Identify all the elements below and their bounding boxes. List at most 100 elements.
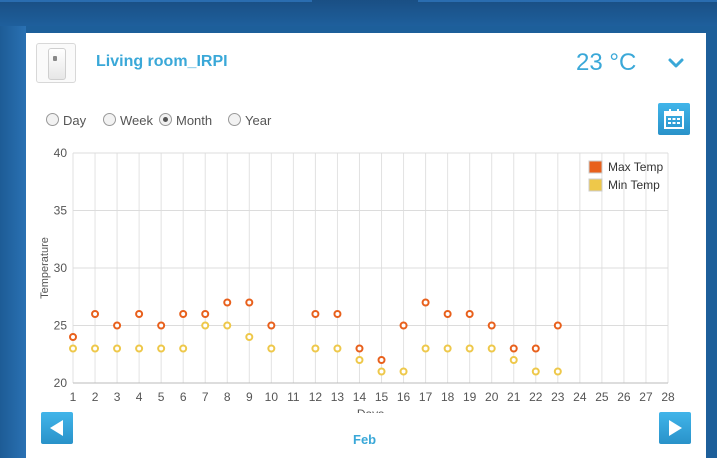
previous-month-button[interactable] (41, 412, 73, 444)
x-tick-label: 20 (485, 390, 499, 404)
x-tick-label: 2 (92, 390, 99, 404)
x-tick-label: 11 (287, 390, 300, 404)
x-tick-label: 19 (463, 390, 477, 404)
min-temp-point (333, 344, 342, 353)
max-temp-point (399, 321, 408, 330)
max-temp-point (179, 310, 188, 318)
period-week[interactable]: Week (103, 113, 153, 128)
period-month-label: Month (176, 113, 213, 128)
min-temp-point (245, 333, 254, 341)
month-label: Feb (353, 432, 377, 447)
x-tick-label: 18 (441, 390, 455, 404)
top-bar-tab-left (0, 0, 312, 2)
min-temp-point (267, 344, 276, 353)
x-tick-label: 21 (507, 390, 521, 404)
x-tick-label: 7 (202, 390, 209, 404)
max-temp-point (157, 321, 166, 330)
max-temp-point (135, 310, 144, 318)
max-temp-point (421, 298, 430, 307)
radio-month[interactable] (159, 113, 172, 126)
legend-swatch-min (588, 178, 603, 192)
min-temp-point (113, 344, 122, 353)
arrow-right-icon (669, 420, 682, 436)
legend-swatch-max (588, 160, 603, 174)
min-temp-point (553, 367, 562, 376)
max-temp-point (443, 310, 452, 318)
x-tick-label: 13 (331, 390, 345, 404)
top-bar (0, 0, 717, 26)
x-tick-label: 28 (661, 390, 675, 404)
right-strip (706, 26, 717, 458)
period-year-label: Year (245, 113, 272, 128)
y-tick-label: 35 (54, 204, 68, 218)
legend-label-max: Max Temp (608, 160, 663, 174)
x-tick-label: 8 (224, 390, 231, 404)
min-temp-point (355, 356, 364, 364)
max-temp-point (311, 310, 320, 318)
left-strip (0, 26, 26, 458)
max-temp-point (91, 310, 100, 318)
x-tick-label: 23 (551, 390, 565, 404)
max-temp-point (465, 310, 474, 318)
sensor-device-icon (36, 43, 76, 83)
device-panel: Living room_IRPI 23 °C Day Week Month Ye… (26, 33, 706, 458)
max-temp-point (113, 321, 122, 330)
min-temp-point (311, 344, 320, 353)
max-temp-point (377, 356, 386, 364)
x-tick-label: 14 (353, 390, 367, 404)
x-tick-label: 27 (639, 390, 653, 404)
legend-label-min: Min Temp (608, 178, 660, 192)
period-year[interactable]: Year (228, 113, 271, 128)
radio-week[interactable] (103, 113, 116, 126)
x-tick-label: 1 (70, 390, 77, 404)
max-temp-point (509, 344, 518, 353)
max-temp-point (201, 310, 210, 318)
max-temp-point (333, 310, 342, 318)
x-tick-label: 17 (419, 390, 433, 404)
x-tick-label: 5 (158, 390, 165, 404)
min-temp-point (135, 344, 144, 353)
min-temp-point (69, 344, 77, 353)
y-tick-label: 20 (54, 376, 68, 390)
period-week-label: Week (120, 113, 153, 128)
min-temp-point (443, 344, 452, 353)
min-temp-point (465, 344, 474, 353)
min-temp-point (223, 321, 232, 330)
min-temp-point (509, 356, 518, 364)
y-tick-label: 30 (54, 261, 68, 275)
x-tick-label: 26 (617, 390, 631, 404)
min-temp-point (157, 344, 166, 353)
radio-year[interactable] (228, 113, 241, 126)
min-temp-point (179, 344, 188, 353)
period-day[interactable]: Day (46, 113, 86, 128)
x-tick-label: 10 (265, 390, 279, 404)
x-tick-label: 12 (309, 390, 323, 404)
device-title: Living room_IRPI (96, 53, 228, 70)
max-temp-point (355, 344, 364, 353)
min-temp-point (201, 321, 210, 330)
y-tick-label: 25 (54, 319, 68, 333)
period-month[interactable]: Month (159, 113, 212, 128)
y-tick-label: 40 (54, 146, 68, 160)
period-day-label: Day (63, 113, 87, 128)
next-month-button[interactable] (659, 412, 691, 444)
sensor-body (48, 48, 66, 80)
max-temp-point (69, 333, 77, 341)
x-tick-label: 22 (529, 390, 543, 404)
max-temp-point (245, 298, 254, 307)
x-tick-label: 15 (375, 390, 389, 404)
min-temp-point (421, 344, 430, 353)
top-bar-tab-right (418, 0, 717, 2)
x-tick-label: 6 (180, 390, 187, 404)
arrow-left-icon (50, 420, 63, 436)
radio-day[interactable] (46, 113, 59, 126)
calendar-icon (664, 109, 684, 129)
chevron-down-icon[interactable] (666, 53, 686, 73)
x-tick-label: 24 (573, 390, 587, 404)
x-tick-label: 4 (136, 390, 143, 404)
calendar-button[interactable] (658, 103, 690, 135)
x-axis-title: Days (357, 407, 384, 413)
min-temp-point (91, 344, 100, 353)
max-temp-point (487, 321, 496, 330)
max-temp-point (223, 298, 232, 307)
